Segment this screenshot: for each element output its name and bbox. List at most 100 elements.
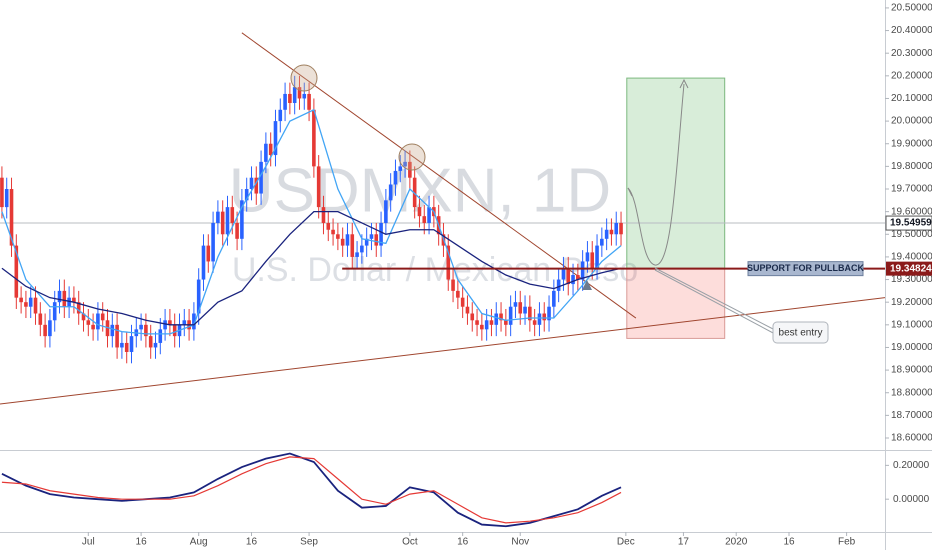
candle-body — [374, 234, 379, 246]
candle-body — [465, 306, 470, 314]
x-tick-label: 16 — [246, 537, 258, 548]
last-price-label: 19.54959 — [890, 218, 932, 229]
candle-body — [9, 189, 14, 246]
candle-body — [0, 177, 4, 208]
moving-average — [1, 108, 622, 335]
support-price-box — [886, 261, 932, 276]
candle-body — [249, 177, 254, 190]
candle-body — [542, 313, 547, 321]
candle-body — [148, 336, 153, 348]
support-label-box — [747, 261, 864, 277]
candle-body — [259, 161, 263, 194]
candle-body — [19, 297, 23, 303]
candle-body — [139, 324, 143, 330]
candle-body — [264, 143, 268, 162]
candle-body — [417, 207, 422, 217]
y-tick-label: 19.20000 — [891, 297, 932, 308]
candle-body — [292, 87, 297, 103]
candle-body — [192, 313, 196, 330]
trendline — [241, 32, 637, 319]
candle-body — [537, 313, 542, 325]
candle-body — [268, 143, 273, 156]
candle-body — [451, 279, 455, 291]
candle-body — [384, 200, 388, 223]
candle-body — [48, 320, 52, 337]
projection-arrow — [679, 78, 689, 89]
candle-body — [52, 302, 57, 321]
candle-body — [393, 170, 398, 185]
candle-body — [153, 342, 158, 348]
candle-body — [235, 222, 239, 239]
x-tick-label: Feb — [838, 537, 856, 548]
candle-body — [230, 207, 235, 223]
candle-body — [33, 297, 38, 314]
candle-body — [297, 87, 302, 99]
candle-body — [225, 207, 230, 235]
x-tick-label: Aug — [190, 537, 208, 548]
y-tick-label: 18.60000 — [891, 433, 932, 444]
candle-body — [427, 207, 431, 223]
last-price-box — [885, 215, 932, 231]
candle-body — [182, 320, 187, 325]
osc-y-tick-label: 0.20000 — [893, 460, 930, 471]
candle-body — [609, 229, 614, 235]
candle-body — [494, 313, 499, 325]
arrow-marker — [582, 280, 592, 290]
candle-body — [600, 238, 604, 246]
candle-body — [470, 313, 475, 321]
candle-body — [312, 109, 316, 167]
candle-body — [163, 320, 167, 330]
candle-body — [360, 245, 364, 253]
y-tick-label: 19.30000 — [891, 274, 932, 285]
x-tick-label: 2020 — [725, 537, 748, 548]
y-tick-label: 18.90000 — [891, 365, 932, 376]
candle-body — [508, 306, 513, 325]
candle-body — [561, 268, 566, 280]
candle-body — [220, 211, 225, 235]
candle-body — [38, 313, 43, 325]
candle-body — [340, 238, 345, 246]
candle-body — [168, 320, 172, 325]
candle-body — [110, 324, 115, 337]
candle-body — [278, 109, 283, 122]
candle-body — [283, 93, 287, 110]
x-tick-label: Jul — [82, 537, 95, 548]
candle-body — [403, 161, 407, 167]
candle-body — [24, 302, 28, 307]
target-zone — [626, 77, 726, 269]
candle-body — [316, 166, 321, 208]
annotation-text: best entry — [779, 328, 823, 339]
callout-line — [654, 267, 776, 331]
candle-body — [547, 306, 551, 321]
candle-body — [326, 222, 331, 230]
candle-body — [513, 302, 518, 307]
oscillator-line — [1, 452, 622, 528]
y-tick-label: 20.00000 — [891, 116, 932, 127]
candle-body — [201, 245, 206, 280]
y-tick-label: 19.70000 — [891, 184, 932, 195]
y-tick-label: 20.50000 — [891, 3, 932, 14]
x-tick-label: 16 — [783, 537, 795, 548]
candle-body — [206, 245, 211, 262]
candle-body — [86, 320, 91, 325]
candle-body — [446, 245, 451, 280]
candle-body — [14, 245, 19, 298]
x-tick-label: Oct — [402, 537, 418, 548]
candle-body — [412, 177, 417, 208]
candle-body — [144, 324, 148, 337]
candle-body — [528, 306, 532, 321]
y-tick-label: 19.40000 — [891, 252, 932, 263]
candle-body — [4, 189, 9, 208]
candle-body — [158, 329, 163, 343]
trendline — [0, 297, 886, 405]
annotation-box — [772, 321, 829, 344]
y-tick-label: 19.90000 — [891, 138, 932, 149]
candle-body — [456, 290, 460, 298]
candle-body — [614, 222, 619, 235]
candle-body — [28, 297, 33, 307]
candle-body — [484, 320, 489, 330]
candle-body — [72, 297, 76, 303]
candle-body — [499, 313, 503, 321]
candle-body — [489, 320, 494, 325]
